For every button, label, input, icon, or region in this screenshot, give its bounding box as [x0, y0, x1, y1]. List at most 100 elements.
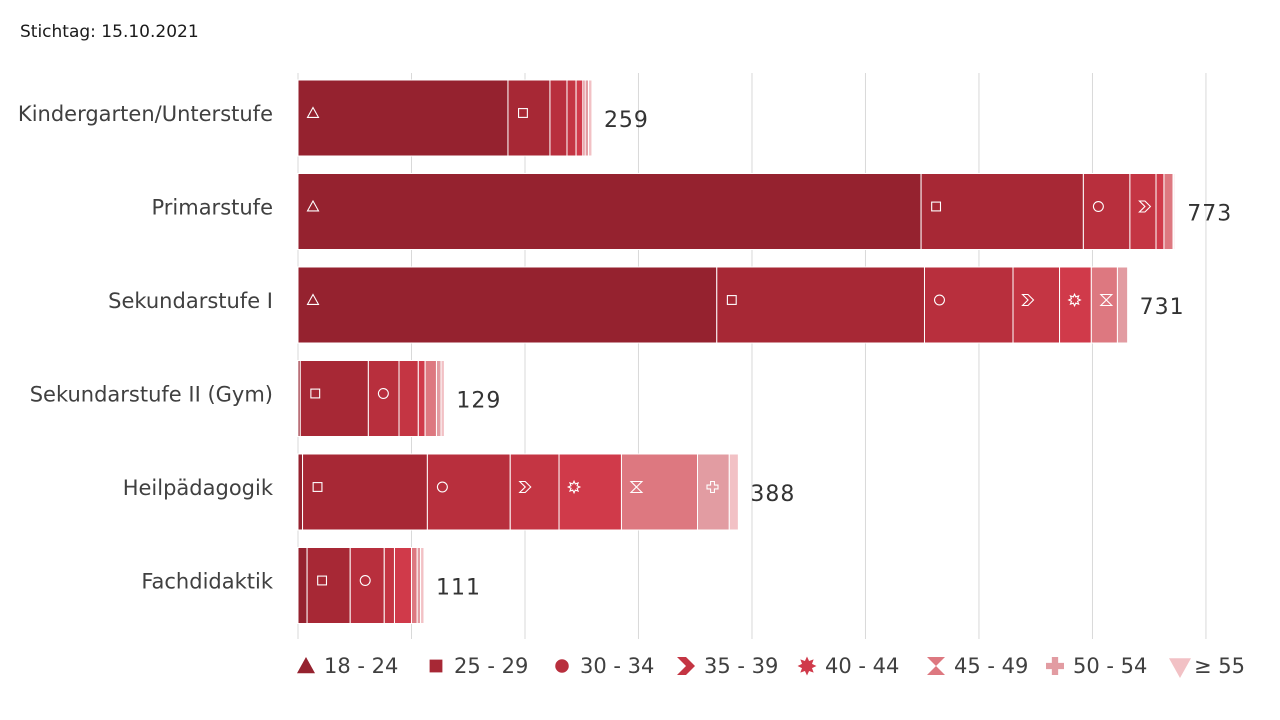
bar-segment: [588, 79, 593, 157]
bar-segment: [1155, 173, 1165, 250]
bar-segment: [426, 453, 511, 531]
legend-item: 35 - 39: [677, 654, 778, 678]
bar-segment: [566, 79, 577, 157]
circle-marker-icon: [1092, 201, 1104, 213]
star-marker-icon: [1067, 292, 1082, 308]
bar-segment: [558, 453, 622, 531]
chevron-marker-icon: [677, 657, 695, 675]
bar-segment: [1116, 266, 1129, 344]
reference-date: Stichtag: 15.10.2021: [20, 22, 199, 42]
bar-segment: [410, 547, 418, 624]
square-marker-icon: [726, 295, 737, 305]
legend-label: 50 - 54: [1073, 654, 1147, 678]
legend-item: 50 - 54: [1046, 654, 1147, 678]
triangle-up-marker-icon: [306, 293, 320, 305]
total-label: 388: [750, 482, 795, 507]
bar-segment: [575, 79, 584, 157]
hourglass-marker-icon: [629, 480, 644, 494]
category-labels: Kindergarten/Unterstufe Primarstufe Sekund…: [18, 102, 274, 594]
bar-segment: [728, 453, 739, 531]
total-label: 731: [1140, 295, 1185, 320]
square-marker-icon: [310, 388, 321, 399]
legend-item: 25 - 29: [429, 654, 528, 678]
hourglass-marker-icon: [1099, 293, 1114, 307]
bar-segment: [1163, 173, 1174, 250]
chevron-marker-icon: [1138, 200, 1152, 213]
legend-item: 45 - 49: [927, 654, 1028, 678]
bar-segment: [420, 547, 425, 624]
legend-label: 45 - 49: [954, 654, 1028, 678]
legend-label: ≥ 55: [1194, 654, 1245, 678]
legend-item: 30 - 34: [555, 654, 654, 678]
cross-marker-icon: [706, 480, 719, 494]
legend-item: 18 - 24: [297, 654, 398, 678]
total-label: 111: [436, 576, 481, 601]
bar-segment: [297, 173, 922, 250]
triangle-down-marker-icon: [1169, 658, 1191, 678]
bar-segment: [440, 360, 445, 437]
bar-segment: [435, 360, 442, 437]
square-marker-icon: [931, 201, 942, 212]
legend-item: 40 - 44: [797, 654, 899, 678]
total-labels: 259 773 731 129 388 111: [436, 108, 1232, 601]
legend-item: ≥ 55: [1169, 654, 1245, 678]
bar-segment: [920, 173, 1084, 250]
star-marker-icon: [566, 479, 582, 495]
bar-segment: [1173, 173, 1176, 250]
triangle-up-marker-icon: [297, 657, 315, 674]
bar-segment: [393, 547, 412, 624]
hourglass-marker-icon: [927, 657, 945, 675]
total-label: 259: [604, 108, 649, 133]
legend-label: 35 - 39: [704, 654, 778, 678]
triangle-up-marker-icon: [306, 106, 320, 118]
bar-segment: [297, 266, 718, 344]
category-label: Sekundarstufe II (Gym): [30, 383, 273, 407]
bars: [297, 79, 1176, 624]
bar-segment: [299, 360, 369, 437]
bar-segment: [716, 266, 925, 344]
bar-segment: [306, 547, 351, 624]
bar-segment: [416, 547, 422, 624]
category-label: Primarstufe: [151, 196, 273, 220]
legend: 18 - 24 25 - 29 30 - 34 35 - 39 40 - 44 45 - …: [297, 654, 1245, 678]
total-label: 773: [1187, 202, 1232, 227]
legend-label: 18 - 24: [324, 654, 398, 678]
square-marker-icon: [518, 108, 528, 118]
circle-marker-icon: [377, 387, 389, 399]
bar-segment: [398, 360, 419, 437]
bar-segment: [584, 79, 590, 157]
triangle-up-marker-icon: [306, 199, 320, 212]
legend-label: 40 - 44: [825, 654, 899, 678]
square-marker-icon: [317, 575, 328, 586]
circle-marker-icon: [933, 294, 945, 306]
bar-segment: [1082, 173, 1131, 250]
chevron-marker-icon: [518, 480, 532, 494]
square-marker-icon: [429, 659, 443, 673]
category-label: Sekundarstufe I: [108, 289, 273, 313]
bar-segment: [507, 79, 551, 157]
bar-segment: [297, 79, 509, 157]
bar-segment: [297, 453, 304, 531]
category-label: Heilpädagogik: [123, 476, 274, 500]
category-label: Kindergarten/Unterstufe: [18, 102, 273, 126]
legend-label: 30 - 34: [580, 654, 654, 678]
square-marker-icon: [312, 482, 323, 492]
total-label: 129: [456, 389, 501, 414]
bar-segment: [1012, 266, 1061, 344]
bar-segment: [383, 547, 395, 624]
circle-marker-icon: [436, 481, 448, 493]
category-label: Fachdidaktik: [141, 570, 273, 594]
star-marker-icon: [797, 656, 817, 676]
bar-segment: [549, 79, 568, 157]
bar-segment: [417, 360, 426, 437]
bar-segment: [297, 547, 308, 624]
bar-segment: [302, 453, 428, 531]
legend-label: 25 - 29: [454, 654, 528, 678]
circle-marker-icon: [555, 659, 569, 673]
grid-lines: [297, 73, 1207, 639]
bar-segment: [424, 360, 437, 437]
cross-marker-icon: [1046, 657, 1064, 675]
circle-marker-icon: [359, 574, 371, 586]
